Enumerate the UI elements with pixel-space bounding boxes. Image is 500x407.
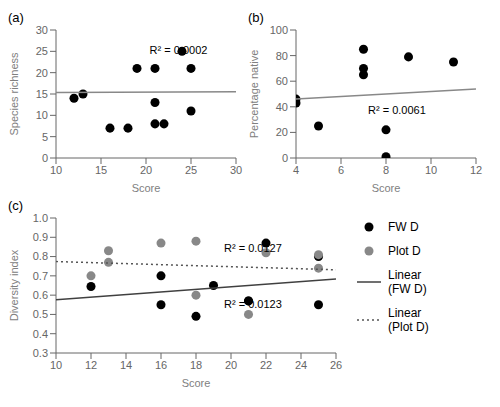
svg-text:Diversity index: Diversity index <box>8 249 20 321</box>
svg-text:0.5: 0.5 <box>33 308 48 320</box>
svg-text:30: 30 <box>230 164 242 176</box>
svg-text:26: 26 <box>330 359 342 371</box>
html-text:Plot D: Plot D <box>388 244 421 258</box>
svg-text:15: 15 <box>95 164 107 176</box>
svg-text:Score: Score <box>182 377 211 389</box>
svg-text:6: 6 <box>338 164 344 176</box>
svg-text:80: 80 <box>276 50 288 62</box>
svg-text:Species richness: Species richness <box>8 52 20 136</box>
svg-text:25: 25 <box>185 164 197 176</box>
html-text:(b): (b) <box>248 10 264 25</box>
html-text:R² = 0.0061: R² = 0.0061 <box>368 103 426 116</box>
svg-text:60: 60 <box>276 75 288 87</box>
svg-text:40: 40 <box>276 101 288 113</box>
svg-text:20: 20 <box>225 359 237 371</box>
svg-text:10: 10 <box>50 164 62 176</box>
svg-text:Percentage native: Percentage native <box>248 50 260 139</box>
svg-text:0.3: 0.3 <box>33 347 48 359</box>
svg-text:0.8: 0.8 <box>33 250 48 262</box>
svg-text:14: 14 <box>120 359 132 371</box>
svg-text:12: 12 <box>470 164 482 176</box>
svg-text:Score: Score <box>132 182 161 194</box>
svg-text:0.9: 0.9 <box>33 231 48 243</box>
html-text:R² = 0.0123: R² = 0.0123 <box>224 297 282 310</box>
svg-text:4: 4 <box>293 164 299 176</box>
html-text:(a): (a) <box>8 10 24 25</box>
svg-text:25: 25 <box>36 45 48 57</box>
svg-text:0: 0 <box>42 152 48 164</box>
html-text:Linear (FW D): Linear (FW D) <box>388 268 427 296</box>
svg-text:18: 18 <box>190 359 202 371</box>
svg-text:24: 24 <box>295 359 307 371</box>
html-text:R² = 0.0127: R² = 0.0127 <box>224 242 282 255</box>
svg-text:20: 20 <box>276 126 288 138</box>
svg-text:10: 10 <box>425 164 437 176</box>
html-text:Linear (Plot D): Linear (Plot D) <box>388 306 429 334</box>
svg-text:5: 5 <box>42 131 48 143</box>
svg-text:10: 10 <box>36 109 48 121</box>
svg-text:12: 12 <box>85 359 97 371</box>
html-text:R² = 0.0002: R² = 0.0002 <box>149 43 208 56</box>
svg-text:1.0: 1.0 <box>33 212 48 224</box>
html-text:FW D: FW D <box>388 220 419 234</box>
html-text:(c): (c) <box>8 198 24 213</box>
svg-text:20: 20 <box>36 67 48 79</box>
svg-text:8: 8 <box>383 164 389 176</box>
svg-text:Score: Score <box>372 182 401 194</box>
svg-text:16: 16 <box>155 359 167 371</box>
svg-text:0.4: 0.4 <box>33 328 48 340</box>
svg-text:100: 100 <box>270 24 288 36</box>
svg-text:0: 0 <box>282 152 288 164</box>
svg-text:10: 10 <box>50 359 62 371</box>
svg-text:22: 22 <box>260 359 272 371</box>
svg-text:0.7: 0.7 <box>33 270 48 282</box>
svg-text:0.6: 0.6 <box>33 289 48 301</box>
svg-text:30: 30 <box>36 24 48 36</box>
svg-text:15: 15 <box>36 88 48 100</box>
svg-text:20: 20 <box>140 164 152 176</box>
